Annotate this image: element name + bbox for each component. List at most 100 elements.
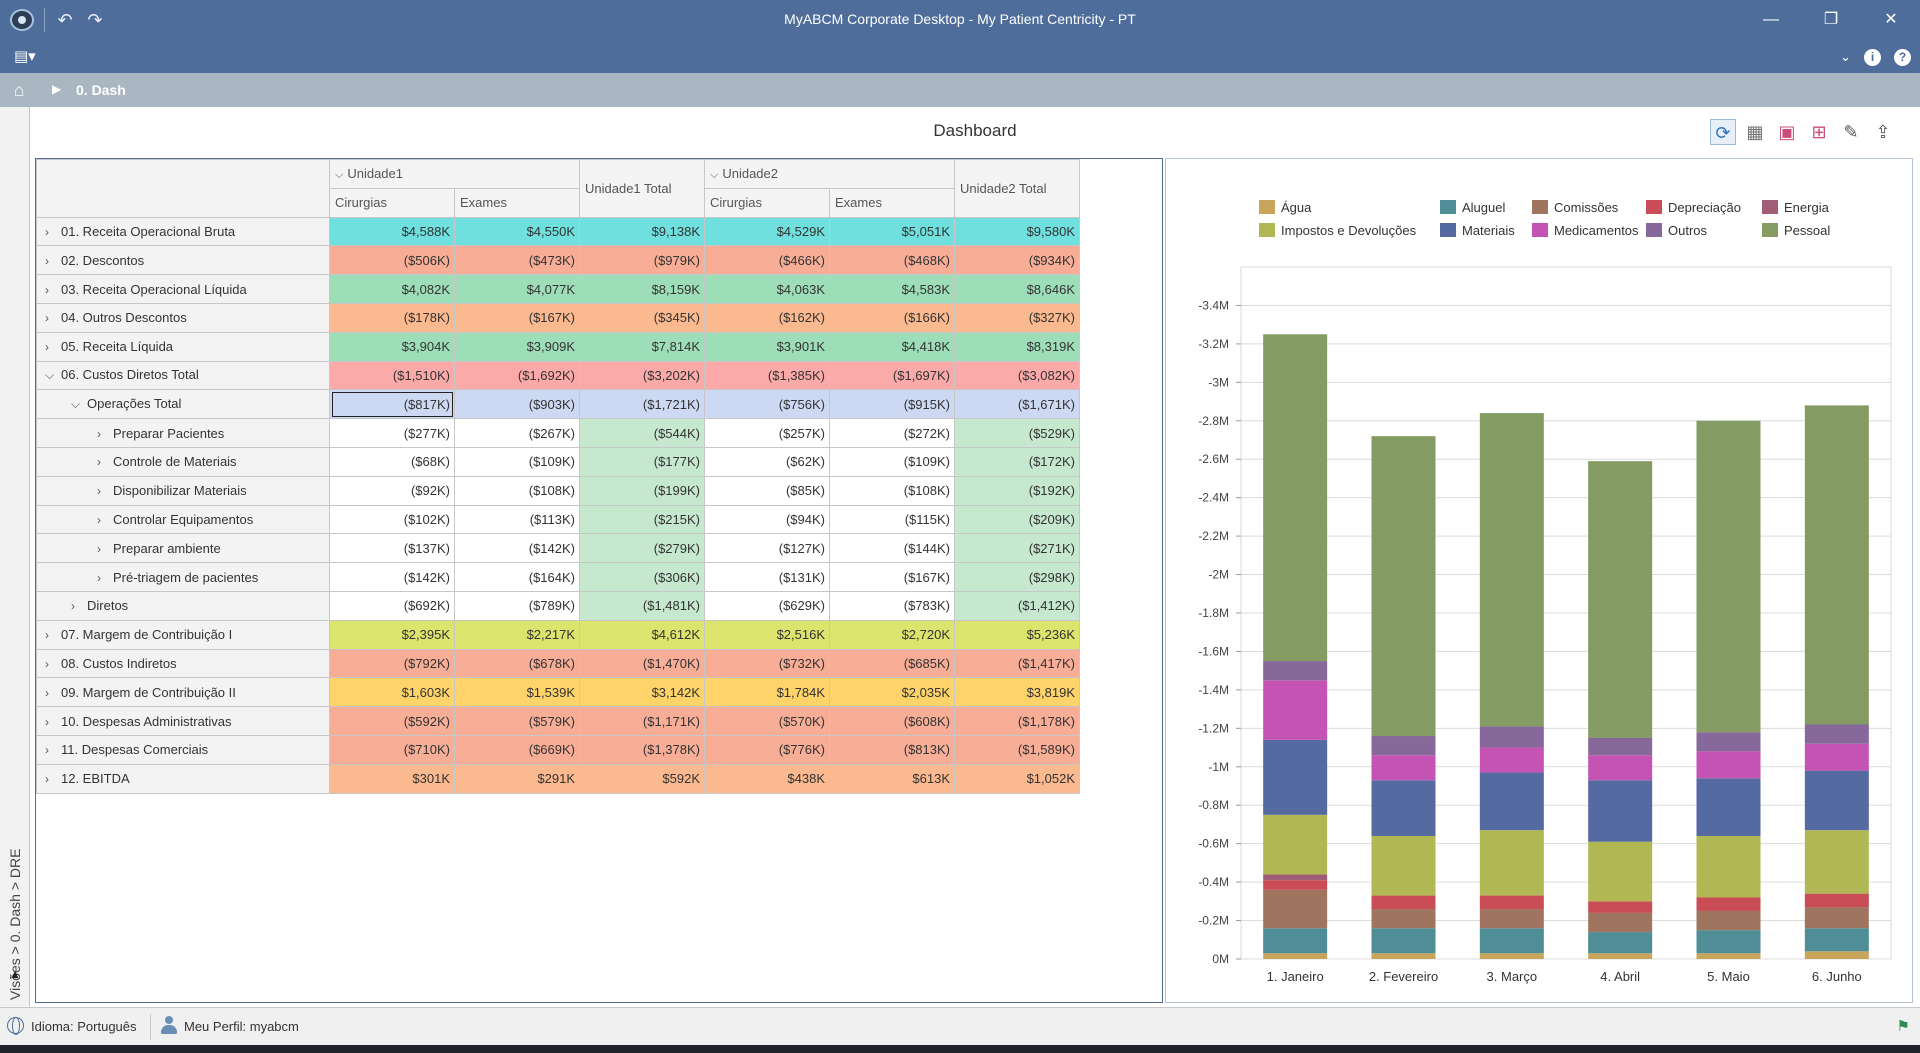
value-cell[interactable]: ($102K) (329, 504, 455, 535)
row-header[interactable]: ⌵ Operações Total (36, 389, 330, 420)
value-cell[interactable]: $5,236K (954, 619, 1080, 650)
value-cell[interactable]: $1,052K (954, 763, 1080, 794)
value-cell[interactable]: ($68K) (329, 446, 455, 477)
value-cell[interactable]: $4,082K (329, 274, 455, 304)
value-cell[interactable]: $2,516K (704, 619, 830, 650)
value-cell[interactable]: ($1,171K) (579, 706, 705, 736)
value-cell[interactable]: ($199K) (579, 475, 705, 506)
value-cell[interactable]: ($685K) (829, 648, 955, 679)
value-cell[interactable]: ($1,385K) (704, 360, 830, 391)
row-header[interactable]: › Diretos (36, 590, 330, 621)
value-cell[interactable]: ($167K) (454, 302, 580, 333)
chevron-right-icon[interactable]: › (45, 253, 49, 268)
value-cell[interactable]: $291K (454, 763, 580, 794)
breadcrumb-current[interactable]: 0. Dash (76, 82, 126, 98)
save-icon[interactable]: ▣ (1778, 122, 1796, 142)
value-cell[interactable]: ($137K) (329, 533, 455, 564)
profile-status[interactable]: Meu Perfil: myabcm (184, 1019, 299, 1034)
chevron-down-icon[interactable]: ⌵ (335, 168, 344, 181)
value-cell[interactable]: $592K (579, 763, 705, 794)
side-path-label[interactable]: Visões > 0. Dash > DRE (7, 848, 23, 1000)
value-cell[interactable]: $3,901K (704, 331, 830, 362)
value-cell[interactable]: $2,217K (454, 619, 580, 650)
value-cell[interactable]: $5,051K (829, 216, 955, 247)
value-cell[interactable]: $2,035K (829, 677, 955, 708)
value-cell[interactable]: ($209K) (954, 504, 1080, 535)
value-cell[interactable]: ($267K) (454, 418, 580, 448)
value-cell[interactable]: ($271K) (954, 533, 1080, 564)
value-cell[interactable]: $9,580K (954, 216, 1080, 247)
value-cell[interactable]: ($903K) (454, 389, 580, 420)
chevron-right-icon[interactable]: › (45, 340, 49, 355)
grid-icon[interactable]: ▦ (1746, 122, 1764, 142)
value-cell[interactable]: $8,646K (954, 274, 1080, 304)
value-cell[interactable]: ($142K) (329, 562, 455, 592)
value-cell[interactable]: ($934K) (954, 245, 1080, 276)
value-cell[interactable]: ($298K) (954, 562, 1080, 592)
redo-icon[interactable]: ↷ (87, 10, 103, 30)
value-cell[interactable]: ($1,378K) (579, 734, 705, 765)
value-cell[interactable]: ($529K) (954, 418, 1080, 448)
value-cell[interactable]: ($144K) (829, 533, 955, 564)
value-cell[interactable]: ($692K) (329, 590, 455, 621)
value-cell[interactable]: ($131K) (704, 562, 830, 592)
value-cell[interactable]: ($3,202K) (579, 360, 705, 391)
value-cell[interactable]: ($109K) (829, 446, 955, 477)
row-header[interactable]: › 10. Despesas Administrativas (36, 706, 330, 736)
col-total-unidade2[interactable]: Unidade2 Total (954, 159, 1080, 218)
value-cell[interactable]: ($306K) (579, 562, 705, 592)
value-cell[interactable]: $1,539K (454, 677, 580, 708)
value-cell[interactable]: ($592K) (329, 706, 455, 736)
value-cell[interactable]: ($506K) (329, 245, 455, 276)
col-measure-cirurgias[interactable]: Cirurgias (329, 187, 455, 218)
row-header[interactable]: › 08. Custos Indiretos (36, 648, 330, 679)
value-cell[interactable]: ($164K) (454, 562, 580, 592)
value-cell[interactable]: $4,550K (454, 216, 580, 247)
value-cell[interactable]: ($1,692K) (454, 360, 580, 391)
value-cell[interactable]: ($756K) (704, 389, 830, 420)
value-cell[interactable]: ($172K) (954, 446, 1080, 477)
row-header[interactable]: › 11. Despesas Comerciais (36, 734, 330, 765)
value-cell[interactable]: ($1,671K) (954, 389, 1080, 420)
value-cell[interactable]: ($678K) (454, 648, 580, 679)
close-button[interactable]: ✕ (1884, 11, 1898, 28)
value-cell[interactable]: ($468K) (829, 245, 955, 276)
value-cell[interactable]: ($915K) (829, 389, 955, 420)
chevron-right-icon[interactable]: › (97, 426, 101, 441)
value-cell[interactable]: $4,077K (454, 274, 580, 304)
row-header[interactable]: › Controle de Materiais (36, 446, 330, 477)
value-cell[interactable]: ($710K) (329, 734, 455, 765)
value-cell[interactable]: ($142K) (454, 533, 580, 564)
chevron-down-icon[interactable]: ⌄ (1840, 49, 1851, 64)
value-cell[interactable]: ($466K) (704, 245, 830, 276)
value-cell[interactable]: ($113K) (454, 504, 580, 535)
value-cell[interactable]: $438K (704, 763, 830, 794)
chevron-right-icon[interactable]: › (97, 512, 101, 527)
value-cell[interactable]: ($345K) (579, 302, 705, 333)
value-cell[interactable]: $8,319K (954, 331, 1080, 362)
row-header[interactable]: › 07. Margem de Contribuição I (36, 619, 330, 650)
value-cell[interactable]: ($732K) (704, 648, 830, 679)
chevron-right-icon[interactable]: › (45, 656, 49, 671)
value-cell[interactable]: ($177K) (579, 446, 705, 477)
value-cell[interactable]: $3,909K (454, 331, 580, 362)
chevron-right-icon[interactable]: › (45, 772, 49, 787)
chevron-right-icon[interactable]: › (45, 282, 49, 297)
value-cell[interactable]: $4,418K (829, 331, 955, 362)
value-cell[interactable]: $4,588K (329, 216, 455, 247)
value-cell[interactable]: ($1,697K) (829, 360, 955, 391)
value-cell[interactable]: $4,612K (579, 619, 705, 650)
value-cell[interactable]: $3,819K (954, 677, 1080, 708)
value-cell[interactable]: ($192K) (954, 475, 1080, 506)
chevron-right-icon[interactable]: › (45, 224, 49, 239)
chevron-right-icon[interactable]: › (45, 743, 49, 758)
chevron-right-icon[interactable]: › (45, 311, 49, 326)
minimize-button[interactable]: — (1763, 11, 1779, 28)
value-cell[interactable]: ($327K) (954, 302, 1080, 333)
value-cell[interactable]: ($108K) (829, 475, 955, 506)
value-cell[interactable]: $9,138K (579, 216, 705, 247)
export-icon[interactable]: ⇪ (1875, 122, 1891, 142)
value-cell[interactable]: ($109K) (454, 446, 580, 477)
value-cell[interactable]: $1,603K (329, 677, 455, 708)
undo-icon[interactable]: ↶ (57, 10, 73, 30)
